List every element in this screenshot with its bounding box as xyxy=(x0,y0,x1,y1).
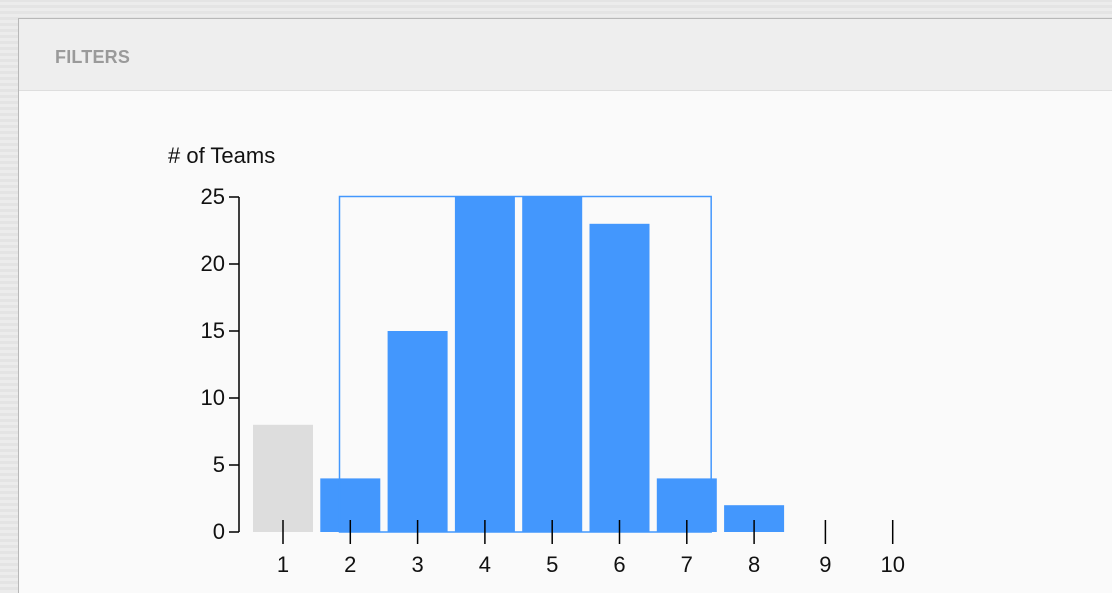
panel-title: FILTERS xyxy=(55,47,131,67)
x-axis: 1 2 3 4 5 6 7 8 9 10 xyxy=(277,520,905,577)
y-tick-label: 20 xyxy=(201,251,225,276)
x-tick-label: 4 xyxy=(479,552,491,577)
y-axis: 0 5 10 15 20 25 xyxy=(201,184,240,544)
x-tick-label: 1 xyxy=(277,552,289,577)
y-axis-title: # of Teams xyxy=(168,143,275,168)
x-tick-label: 2 xyxy=(344,552,356,577)
y-tick-label: 0 xyxy=(213,519,225,544)
x-tick-label: 3 xyxy=(411,552,423,577)
x-tick-label: 5 xyxy=(546,552,558,577)
x-tick-label: 6 xyxy=(613,552,625,577)
x-tick-label: 9 xyxy=(819,552,831,577)
y-tick-label: 5 xyxy=(213,452,225,477)
y-tick-label: 25 xyxy=(201,184,225,209)
x-tick-label: 8 xyxy=(748,552,760,577)
histogram-bar-5[interactable] xyxy=(522,197,583,532)
y-tick-label: 10 xyxy=(201,385,225,410)
histogram-bar-4[interactable] xyxy=(454,197,515,532)
selection-brush[interactable] xyxy=(338,195,712,533)
y-tick-label: 15 xyxy=(201,318,225,343)
histogram-bar-3[interactable] xyxy=(387,331,448,532)
x-tick-label: 10 xyxy=(880,552,904,577)
histogram-bar-6[interactable] xyxy=(589,223,650,533)
panel-header: FILTERS xyxy=(19,19,1112,91)
x-tick-label: 7 xyxy=(681,552,693,577)
histogram-bar-1[interactable] xyxy=(253,424,313,532)
